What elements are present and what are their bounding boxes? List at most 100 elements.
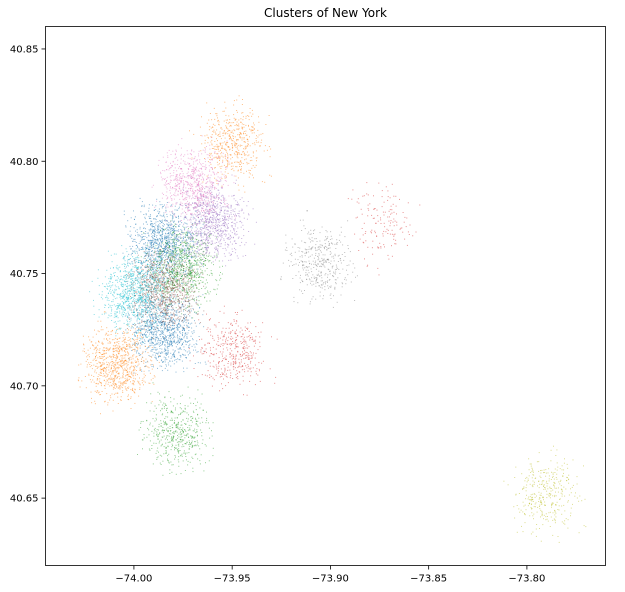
point-series-2-cluster-1 bbox=[196, 420, 197, 422]
point-series-2-cluster-0 bbox=[206, 282, 208, 284]
point-series-0-cluster-0 bbox=[156, 198, 158, 200]
point-series-3-cluster-0 bbox=[254, 384, 256, 386]
point-series-3-cluster-0 bbox=[240, 327, 242, 329]
point-series-3-cluster-0 bbox=[237, 351, 239, 353]
point-series-1-cluster-0 bbox=[136, 346, 138, 348]
point-series-2-cluster-1 bbox=[194, 428, 196, 430]
point-series-3-cluster-0 bbox=[215, 364, 217, 366]
point-series-1-cluster-0 bbox=[115, 392, 117, 394]
point-series-2-cluster-0 bbox=[138, 266, 140, 268]
point-series-0-cluster-1 bbox=[172, 305, 174, 307]
point-series-2-cluster-0 bbox=[198, 274, 200, 276]
point-series-0-cluster-1 bbox=[175, 311, 177, 313]
point-series-0-cluster-1 bbox=[186, 325, 188, 327]
point-series-2-cluster-1 bbox=[197, 442, 199, 444]
point-series-0-cluster-1 bbox=[195, 343, 197, 345]
point-series-2-cluster-0 bbox=[160, 288, 161, 290]
point-series-2-cluster-1 bbox=[163, 406, 165, 408]
point-series-0-cluster-0 bbox=[163, 230, 165, 231]
point-series-2-cluster-0 bbox=[191, 267, 193, 269]
point-series-3-cluster-0 bbox=[243, 336, 245, 338]
point-series-3-cluster-0 bbox=[209, 374, 211, 376]
point-series-1-cluster-1 bbox=[245, 115, 247, 117]
point-series-0-cluster-0 bbox=[149, 245, 151, 247]
point-series-0-cluster-1 bbox=[151, 331, 153, 333]
point-series-1-cluster-0 bbox=[130, 381, 131, 383]
point-series-0-cluster-1 bbox=[134, 302, 136, 304]
point-series-2-cluster-1 bbox=[212, 422, 214, 424]
point-series-1-cluster-0 bbox=[89, 366, 91, 368]
point-series-2-cluster-1 bbox=[161, 425, 163, 427]
point-series-0-cluster-1 bbox=[178, 323, 180, 325]
point-series-1-cluster-0 bbox=[130, 366, 132, 368]
point-series-2-cluster-0 bbox=[154, 261, 155, 263]
point-series-0-cluster-0 bbox=[191, 257, 193, 259]
point-series-1-cluster-1 bbox=[243, 133, 244, 135]
point-series-1-cluster-0 bbox=[91, 368, 93, 370]
point-series-3-cluster-0 bbox=[257, 332, 259, 334]
point-series-2-cluster-0 bbox=[197, 272, 199, 274]
point-series-1-cluster-0 bbox=[112, 350, 114, 352]
point-series-0-cluster-0 bbox=[177, 230, 179, 232]
point-series-2-cluster-0 bbox=[187, 306, 188, 308]
point-series-2-cluster-1 bbox=[206, 417, 208, 419]
point-series-2-cluster-0 bbox=[173, 257, 175, 259]
point-series-3-cluster-0 bbox=[218, 322, 220, 323]
point-series-0-cluster-0 bbox=[159, 272, 161, 273]
point-series-3-cluster-0 bbox=[215, 324, 217, 326]
point-series-1-cluster-1 bbox=[236, 110, 238, 111]
point-series-2-cluster-1 bbox=[162, 429, 164, 431]
point-series-1-cluster-0 bbox=[106, 375, 108, 377]
point-series-1-cluster-1 bbox=[238, 125, 240, 127]
point-series-0-cluster-0 bbox=[174, 213, 176, 215]
point-series-1-cluster-0 bbox=[98, 391, 100, 393]
point-series-2-cluster-1 bbox=[171, 424, 173, 426]
point-series-1-cluster-0 bbox=[101, 341, 103, 343]
point-series-3-cluster-0 bbox=[242, 333, 244, 335]
point-series-2-cluster-1 bbox=[170, 412, 172, 414]
point-series-0-cluster-1 bbox=[172, 332, 174, 334]
point-series-1-cluster-0 bbox=[131, 346, 133, 348]
point-series-0-cluster-1 bbox=[155, 317, 157, 319]
point-series-0-cluster-0 bbox=[159, 256, 161, 258]
point-series-2-cluster-0 bbox=[181, 248, 183, 250]
point-series-2-cluster-1 bbox=[149, 422, 151, 424]
point-series-2-cluster-0 bbox=[188, 261, 190, 263]
point-series-3-cluster-0 bbox=[252, 367, 254, 369]
point-series-1-cluster-0 bbox=[124, 377, 126, 379]
point-series-0-cluster-1 bbox=[151, 318, 153, 320]
point-series-1-cluster-0 bbox=[143, 360, 145, 362]
point-series-0-cluster-1 bbox=[156, 360, 158, 361]
point-series-1-cluster-1 bbox=[237, 157, 239, 159]
point-series-0-cluster-0 bbox=[153, 245, 155, 247]
point-series-0-cluster-1 bbox=[182, 354, 184, 356]
point-series-1-cluster-0 bbox=[133, 370, 135, 372]
point-series-1-cluster-1 bbox=[226, 151, 228, 153]
point-series-3-cluster-0 bbox=[236, 329, 237, 331]
point-series-2-cluster-0 bbox=[185, 232, 187, 234]
point-series-0-cluster-1 bbox=[167, 318, 169, 320]
point-series-1-cluster-0 bbox=[134, 360, 136, 362]
point-series-1-cluster-1 bbox=[225, 119, 227, 121]
point-series-1-cluster-0 bbox=[92, 336, 94, 338]
point-series-2-cluster-0 bbox=[204, 297, 205, 299]
point-series-1-cluster-0 bbox=[118, 348, 119, 349]
point-series-0-cluster-0 bbox=[163, 214, 165, 216]
point-series-1-cluster-1 bbox=[239, 134, 240, 136]
point-series-0-cluster-1 bbox=[154, 327, 155, 329]
point-series-2-cluster-0 bbox=[194, 276, 196, 278]
point-series-1-cluster-1 bbox=[234, 136, 236, 138]
point-series-1-cluster-0 bbox=[103, 338, 105, 340]
point-series-2-cluster-0 bbox=[183, 226, 185, 228]
point-series-0-cluster-1 bbox=[161, 328, 163, 329]
point-series-0-cluster-0 bbox=[157, 240, 159, 242]
point-series-1-cluster-1 bbox=[245, 146, 247, 148]
point-series-0-cluster-0 bbox=[156, 259, 158, 261]
point-series-2-cluster-1 bbox=[172, 405, 174, 407]
point-series-0-cluster-1 bbox=[169, 296, 171, 298]
point-series-2-cluster-0 bbox=[163, 264, 165, 266]
point-series-1-cluster-0 bbox=[101, 391, 103, 392]
point-series-2-cluster-0 bbox=[180, 261, 182, 263]
point-series-1-cluster-0 bbox=[97, 344, 99, 346]
point-series-2-cluster-1 bbox=[163, 424, 165, 426]
